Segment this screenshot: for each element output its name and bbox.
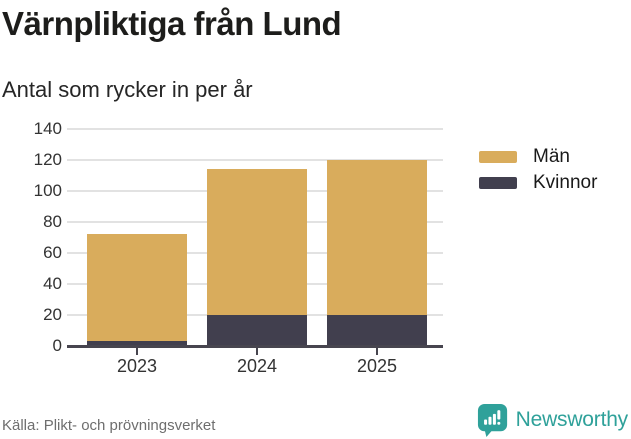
legend-label-män: Män <box>533 145 570 167</box>
x-tick-2024 <box>256 348 258 355</box>
bar-segment-män-2024 <box>207 169 307 315</box>
y-tick-label-120: 120 <box>33 150 62 169</box>
legend-item-kvinnor: Kvinnor <box>479 172 597 193</box>
legend-swatch-män <box>479 150 517 163</box>
chart-subtitle: Antal som rycker in per år <box>2 77 253 102</box>
y-tick-label-40: 40 <box>43 274 62 293</box>
x-tick-label-2025: 2025 <box>356 356 398 376</box>
y-tick-label-20: 20 <box>43 305 62 324</box>
newsworthy-logo-icon <box>477 404 507 437</box>
y-tick-label-140: 140 <box>33 119 62 138</box>
x-tick-2025 <box>376 348 378 355</box>
legend-swatch-kvinnor <box>479 176 517 189</box>
brand-name: Newsworthy <box>515 408 629 431</box>
legend-item-män: Män <box>479 146 597 167</box>
y-tick-label-0: 0 <box>52 336 62 355</box>
bar-segment-kvinnor-2024 <box>207 315 307 346</box>
legend-label-kvinnor: Kvinnor <box>533 171 598 193</box>
plot-area <box>67 128 443 355</box>
y-axis-labels: 0 20 40 60 80 100 120 140 <box>0 119 62 355</box>
gridline-140 <box>67 128 443 130</box>
source-note: Källa: Plikt- och prövningsverket <box>2 417 216 434</box>
y-tick-label-60: 60 <box>43 243 62 262</box>
bar-segment-kvinnor-2023 <box>87 341 187 346</box>
newsworthy-brand-link[interactable]: Newsworthy <box>477 403 628 437</box>
x-tick-2023 <box>136 348 138 355</box>
gridline-120 <box>67 159 443 161</box>
x-tick-label-2024: 2024 <box>236 356 278 376</box>
chart-title: Värnpliktiga från Lund <box>2 5 342 42</box>
x-axis-line <box>67 345 443 348</box>
bar-segment-män-2025 <box>327 160 427 315</box>
x-axis-labels: 2023 2024 2025 <box>67 356 443 378</box>
bar-segment-kvinnor-2025 <box>327 315 427 346</box>
y-tick-label-100: 100 <box>33 181 62 200</box>
legend: Män Kvinnor <box>479 146 597 198</box>
x-tick-label-2023: 2023 <box>116 356 158 376</box>
y-tick-label-80: 80 <box>43 212 62 231</box>
bar-segment-män-2023 <box>87 234 187 342</box>
